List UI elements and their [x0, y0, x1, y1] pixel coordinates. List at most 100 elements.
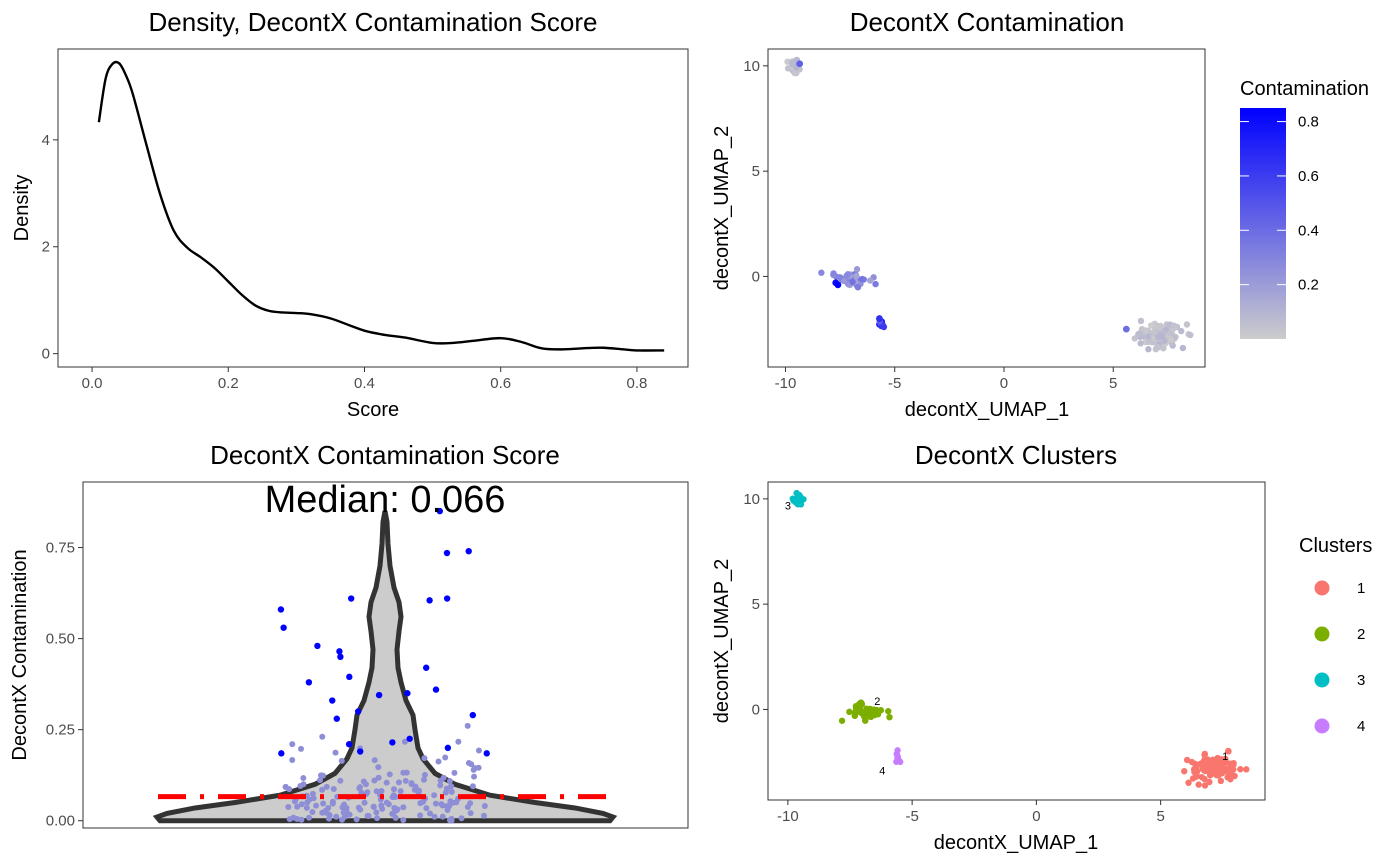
violin-inlier-point [447, 798, 454, 805]
violin-outlier-point [443, 549, 451, 557]
cluster-2-point [862, 716, 869, 723]
violin-inlier-point [304, 799, 311, 806]
cluster-1-point [1195, 781, 1202, 788]
violin-inlier-point [395, 779, 402, 786]
violin-inlier-point [291, 798, 298, 805]
contamination-point [1144, 333, 1152, 340]
violin-inlier-point [432, 800, 439, 807]
cluster-2-point [859, 709, 866, 716]
violin-outlier-point [337, 653, 344, 661]
cluster-2-point [846, 708, 853, 716]
violin-inlier-point [446, 777, 453, 784]
violin-outlier-point [443, 595, 451, 602]
clusters-umap-title: DecontX Clusters [915, 440, 1117, 470]
violin-inlier-point [320, 772, 327, 779]
contamination-point [1150, 328, 1158, 336]
density-title: Density, DecontX Contamination Score [149, 7, 598, 37]
contamination-point [876, 315, 883, 322]
violin-inlier-point [455, 738, 462, 745]
density-x-axis-title: Score [347, 399, 399, 421]
clusters-umap-panel: DecontX Clusters 1 2 3 4 -10 -5 0 5 0 5 10 decon… [711, 440, 1372, 854]
violin-inlier-point [286, 816, 293, 823]
legend-label: 1 [1357, 580, 1365, 597]
contamination-point [1142, 327, 1149, 334]
violin-inlier-point [437, 782, 444, 789]
violin-inlier-point [421, 771, 428, 778]
contamination-point [1161, 337, 1168, 344]
contamination-point [1158, 332, 1165, 340]
legend-key-3 [1314, 672, 1330, 688]
y-tick-label: 0.50 [46, 631, 75, 648]
cluster-2-point [851, 709, 859, 716]
contamination-point [858, 275, 866, 283]
cluster-1-point [1214, 760, 1221, 768]
violin-inlier-point [289, 757, 296, 764]
violin-inlier-point [371, 757, 378, 764]
clusters-legend-title: Clusters [1299, 535, 1372, 557]
cluster-1-point [1214, 772, 1222, 779]
violin-inlier-point [298, 801, 305, 808]
violin-inlier-point [451, 769, 458, 776]
violin-inlier-point [306, 814, 313, 821]
violin-inlier-point [317, 777, 324, 784]
cluster-1-point [1201, 767, 1208, 774]
violin-inlier-point [400, 816, 407, 823]
legend-label: 2 [1357, 626, 1365, 643]
violin-inlier-point [323, 783, 330, 790]
contamination-point [1147, 322, 1155, 329]
violin-inlier-point [289, 741, 296, 748]
colorbar-label: 0.2 [1298, 277, 1319, 294]
cluster-1-point [1243, 766, 1250, 773]
cluster-1-point [1181, 768, 1188, 775]
violin-inlier-point [458, 815, 465, 822]
violin-inlier-point [319, 809, 326, 816]
violin-inlier-point [401, 738, 408, 745]
cluster-1-point [1222, 755, 1229, 763]
violin-outlier-point [354, 708, 362, 715]
violin-inlier-point [431, 792, 438, 799]
violin-inlier-point [282, 783, 289, 790]
violin-outlier-point [404, 690, 411, 697]
density-plot-area [57, 48, 689, 368]
cluster-1-point [1219, 761, 1226, 769]
legend-key-2 [1314, 626, 1330, 642]
cluster-label: 3 [785, 500, 791, 512]
cluster-1-point [1201, 775, 1208, 783]
violin-inlier-point [378, 787, 385, 794]
y-tick-label: 10 [743, 58, 760, 75]
violin-outlier-point [280, 624, 287, 631]
violin-inlier-point [417, 800, 424, 807]
violin-inlier-point [357, 784, 364, 791]
y-tick-label: 0 [752, 701, 760, 718]
violin-inlier-point [467, 810, 474, 817]
contamination-umap-title: DecontX Contamination [850, 7, 1125, 37]
y-tick-label: 5 [752, 163, 760, 180]
cluster-1-point [1206, 772, 1214, 779]
violin-outlier-point [422, 664, 430, 671]
violin-outlier-point [483, 750, 490, 757]
violin-inlier-point [375, 764, 382, 771]
violin-inlier-point [475, 764, 482, 771]
contamination-point [1145, 346, 1152, 353]
cluster-1-point [1189, 775, 1197, 782]
contamination-point [834, 281, 842, 289]
violin-inlier-point [374, 815, 381, 822]
contamination-point [1170, 322, 1178, 329]
cluster-1-point [1201, 751, 1208, 759]
contamination-point [1167, 336, 1175, 343]
violin-inlier-point [448, 783, 455, 790]
y-tick-label: 0.25 [46, 722, 75, 739]
contamination-point [1155, 343, 1162, 351]
x-tick-label: 0.0 [82, 375, 103, 392]
violin-inlier-point [383, 779, 390, 786]
violin-inlier-point [420, 776, 427, 783]
violin-inlier-point [325, 815, 332, 822]
x-tick-label: 0.2 [218, 375, 239, 392]
violin-inlier-point [442, 754, 449, 761]
violin-outlier-point [277, 606, 285, 613]
violin-shape [152, 510, 618, 824]
violin-inlier-point [471, 773, 478, 780]
clusters-umap-plot-area [767, 481, 1266, 801]
violin-inlier-point [319, 733, 326, 740]
